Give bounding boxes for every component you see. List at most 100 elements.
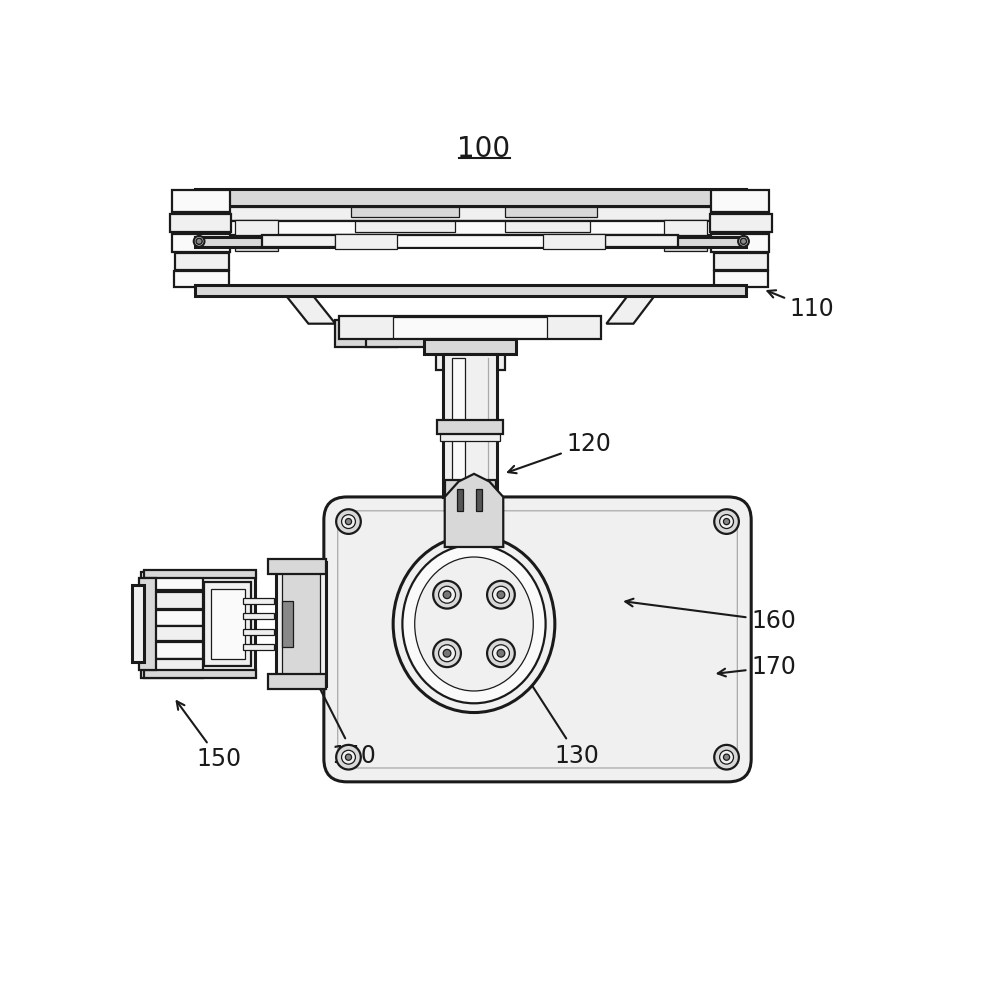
Bar — [235, 236, 278, 250]
Bar — [714, 271, 768, 287]
Circle shape — [345, 518, 352, 524]
Circle shape — [433, 639, 461, 667]
Bar — [144, 570, 256, 578]
Polygon shape — [445, 474, 503, 547]
Bar — [195, 236, 746, 247]
Bar — [505, 221, 590, 232]
Bar — [139, 578, 156, 670]
Circle shape — [345, 754, 352, 761]
Circle shape — [336, 745, 361, 770]
Bar — [243, 598, 274, 604]
Bar — [714, 253, 768, 270]
Bar — [351, 206, 459, 217]
Text: 170: 170 — [718, 655, 796, 679]
Circle shape — [443, 591, 451, 598]
Text: 120: 120 — [508, 432, 611, 474]
Bar — [355, 221, 455, 232]
Bar — [243, 613, 274, 619]
Bar — [243, 644, 274, 650]
Bar — [276, 562, 326, 686]
Bar — [445, 480, 496, 510]
FancyBboxPatch shape — [324, 497, 751, 782]
Bar — [172, 190, 230, 212]
Bar — [132, 585, 144, 662]
Bar — [437, 420, 503, 434]
Circle shape — [714, 745, 739, 770]
Bar — [452, 358, 465, 494]
Circle shape — [439, 586, 456, 603]
Text: 130: 130 — [508, 647, 600, 768]
Text: 110: 110 — [767, 290, 834, 321]
Bar — [711, 190, 769, 212]
Bar — [664, 219, 707, 235]
Text: 140: 140 — [303, 655, 376, 768]
Circle shape — [487, 639, 515, 667]
Bar — [335, 233, 397, 249]
Circle shape — [492, 645, 509, 662]
Circle shape — [497, 591, 505, 598]
Circle shape — [738, 236, 749, 246]
Polygon shape — [606, 285, 663, 324]
Bar — [282, 601, 293, 647]
Circle shape — [342, 751, 355, 764]
Text: 150: 150 — [177, 701, 242, 772]
Bar — [366, 320, 428, 347]
Circle shape — [439, 645, 456, 662]
Bar — [141, 625, 203, 641]
Bar — [243, 629, 274, 635]
Bar — [443, 355, 497, 497]
Circle shape — [720, 751, 733, 764]
Bar — [278, 615, 324, 633]
Bar — [211, 221, 730, 235]
Bar — [393, 317, 547, 338]
Bar — [339, 316, 601, 339]
Bar — [141, 571, 203, 590]
Circle shape — [194, 236, 204, 246]
Bar — [175, 253, 229, 270]
Bar — [710, 213, 772, 232]
Bar — [457, 490, 463, 510]
Ellipse shape — [415, 557, 533, 691]
Circle shape — [487, 581, 515, 608]
Bar — [476, 490, 482, 510]
Text: 100: 100 — [457, 135, 511, 163]
Bar — [268, 674, 326, 690]
Bar — [711, 233, 769, 252]
Bar — [211, 589, 245, 659]
Circle shape — [720, 514, 733, 528]
Bar — [282, 568, 320, 679]
Circle shape — [723, 518, 730, 524]
Bar — [664, 236, 707, 250]
Circle shape — [492, 586, 509, 603]
Circle shape — [196, 238, 202, 244]
Bar — [543, 233, 605, 249]
Bar — [436, 343, 505, 370]
Bar — [144, 670, 256, 678]
Bar — [440, 434, 500, 442]
Bar — [202, 206, 739, 220]
Circle shape — [497, 649, 505, 657]
Bar — [335, 320, 397, 347]
Bar — [141, 659, 203, 678]
Bar — [268, 558, 326, 574]
Bar — [195, 189, 746, 205]
Bar — [424, 339, 516, 355]
Circle shape — [336, 509, 361, 534]
Bar — [172, 233, 230, 252]
Circle shape — [723, 754, 730, 761]
Bar — [335, 235, 605, 247]
Bar — [204, 581, 251, 666]
Bar — [262, 235, 678, 247]
Circle shape — [714, 509, 739, 534]
Circle shape — [342, 514, 355, 528]
Circle shape — [740, 238, 747, 244]
Bar — [174, 271, 229, 287]
Ellipse shape — [402, 544, 546, 703]
Bar — [143, 571, 255, 676]
Bar — [195, 285, 746, 296]
Circle shape — [443, 649, 451, 657]
Polygon shape — [278, 285, 335, 324]
Circle shape — [433, 581, 461, 608]
Bar — [141, 610, 203, 625]
Bar — [141, 642, 203, 659]
